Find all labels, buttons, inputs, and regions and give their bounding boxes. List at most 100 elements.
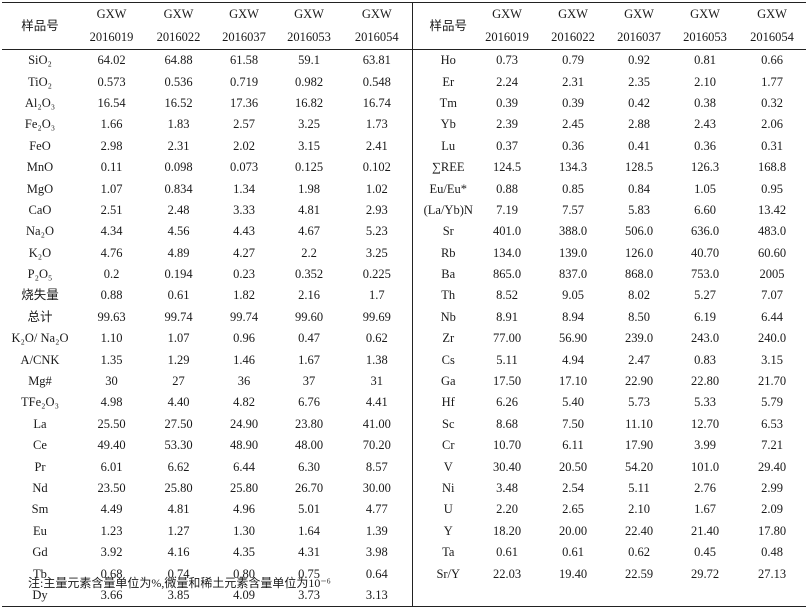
value-cell: 37 [302, 374, 316, 389]
value-cell: 0.92 [606, 49, 672, 72]
value-cell: 17.80 [757, 523, 787, 538]
value-cell: 134.0 [492, 245, 522, 260]
row-label: SiO₂ [2, 49, 78, 72]
value-cell: 70.20 [342, 435, 413, 457]
row-label: Sr [442, 224, 454, 239]
value-cell: 31 [342, 370, 413, 393]
value-cell: 30.40 [492, 459, 522, 474]
value-cell: 21.40 [690, 523, 720, 538]
value-cell: 1.10 [100, 331, 123, 346]
row-label: Y [443, 523, 453, 538]
row-label: P₂O₅ [27, 267, 53, 282]
value-cell: 6.44 [761, 309, 783, 324]
row-label: Er [442, 74, 455, 89]
value-cell: 8.68 [496, 416, 518, 431]
value-cell: 1.34 [233, 181, 255, 196]
value-cell: 7.57 [562, 202, 584, 217]
row-label: La [33, 416, 47, 431]
value-cell: 1.98 [298, 181, 320, 196]
value-cell: 506.0 [624, 224, 654, 239]
value-cell: 0.66 [738, 49, 806, 72]
row-label: Ta [442, 545, 455, 560]
value-cell: 0.68 [100, 566, 123, 581]
value-cell: 8.57 [342, 456, 413, 478]
row-label: FeO [29, 138, 51, 153]
row-label: Fe₂O₃ [24, 117, 56, 132]
row-label: A/CNK [20, 352, 60, 367]
value-cell: 8.94 [562, 309, 584, 324]
value-cell: 0.23 [233, 267, 255, 282]
value-cell: 59.1 [276, 49, 342, 72]
value-cell: 868.0 [624, 267, 654, 282]
value-cell: 4.56 [167, 224, 190, 239]
value-cell: 240.0 [757, 331, 787, 346]
value-cell: 2.76 [694, 481, 716, 495]
value-cell: 3.25 [298, 117, 320, 132]
value-cell: 25.80 [229, 481, 259, 495]
row-label: Sm [31, 502, 49, 517]
header-row-top: 样品号 GXW GXW GXW GXW GXW 样品号 GXW GXW GXW … [2, 2, 806, 50]
row-label: Nd [32, 481, 48, 495]
row-label: Zr [442, 331, 455, 346]
header-sample-id: 2016037 [617, 29, 661, 44]
value-cell: 99.74 [164, 309, 193, 324]
value-cell: 837.0 [558, 267, 588, 282]
value-cell: 99.74 [229, 309, 259, 324]
value-cell: 2005 [759, 267, 785, 282]
row-label: Cs [441, 352, 455, 367]
value-cell: 0.225 [342, 263, 413, 286]
row-label: Ni [442, 481, 455, 495]
row-label: (La/Yb)N [423, 202, 473, 217]
row-label: Cr [442, 438, 455, 453]
value-cell: 0.61 [167, 288, 190, 303]
value-cell: 0.61 [496, 545, 518, 560]
value-cell: 4.89 [167, 245, 190, 260]
value-cell: 4.94 [562, 352, 584, 367]
table-row: Na₂O 4.34 4.56 4.43 4.67 5.23 Sr 401.0 388.0 506.… [2, 221, 806, 243]
value-cell: 0.11 [100, 160, 123, 175]
header-sample-id: 2016022 [551, 29, 595, 44]
value-cell: 20.00 [558, 523, 588, 538]
value-cell: 0.74 [167, 566, 190, 581]
value-cell: 6.60 [694, 202, 716, 217]
value-cell: 124.5 [492, 160, 522, 175]
value-cell: 0.88 [496, 181, 518, 196]
value-cell: 0.42 [628, 95, 650, 110]
empty-cell [474, 584, 540, 607]
value-cell: 6.44 [233, 459, 255, 474]
value-cell: 3.48 [496, 481, 518, 495]
value-cell: 23.50 [97, 481, 126, 495]
value-cell: 4.35 [233, 545, 255, 560]
value-cell: 1.02 [342, 178, 413, 200]
row-label: 烧失量 [21, 288, 59, 303]
empty-cell [606, 584, 672, 607]
value-cell: 2.31 [167, 138, 190, 153]
header-sample-id: 2016022 [156, 29, 201, 44]
value-cell: 16.74 [342, 92, 413, 115]
value-cell: 64.88 [145, 49, 212, 72]
value-cell: 3.25 [342, 242, 413, 264]
row-label: 总计 [27, 309, 53, 324]
value-cell: 139.0 [558, 245, 588, 260]
table-row: Gd 3.92 4.16 4.35 4.31 3.98 Ta 0.61 0.61 0.62 0.45… [2, 541, 806, 564]
row-label: Ga [440, 374, 456, 389]
value-cell: 16.52 [164, 95, 193, 110]
value-cell: 0.47 [298, 331, 320, 346]
value-cell: 4.40 [167, 395, 190, 410]
value-cell: 1.46 [233, 352, 255, 367]
table-row: P₂O₅ 0.2 0.194 0.23 0.352 0.225 Ba 865.0 837.0 86… [2, 263, 806, 286]
value-cell: 23.80 [294, 416, 324, 431]
value-cell: 4.96 [233, 502, 255, 517]
value-cell: 1.39 [342, 520, 413, 542]
value-cell: 25.80 [164, 481, 193, 495]
value-cell: 0.352 [294, 267, 324, 282]
value-cell: 4.41 [342, 392, 413, 414]
value-cell: 388.0 [558, 224, 588, 239]
value-cell: 7.21 [761, 438, 783, 453]
value-cell: 56.90 [558, 331, 588, 346]
value-cell: 12.70 [690, 416, 720, 431]
row-label: Al₂O₃ [24, 95, 56, 110]
value-cell: 1.07 [167, 331, 190, 346]
